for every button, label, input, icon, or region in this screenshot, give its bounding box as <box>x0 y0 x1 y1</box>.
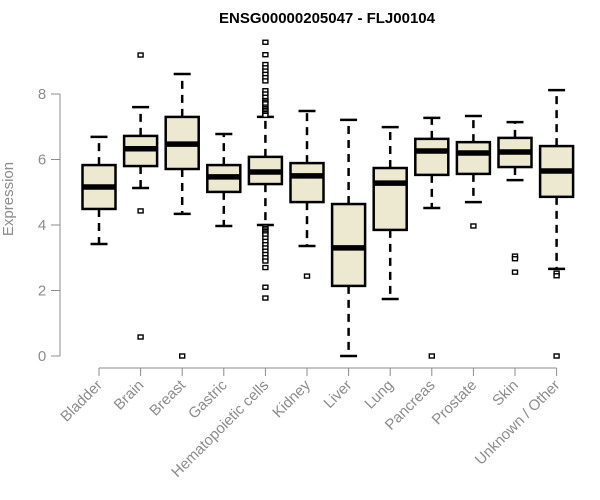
outlier-point <box>262 258 269 264</box>
outlier-point <box>511 256 519 262</box>
outlier-point <box>137 334 144 340</box>
outlier-point <box>553 273 560 279</box>
iqr-box <box>455 140 492 176</box>
iqr-box <box>414 137 450 177</box>
outlier-point <box>470 223 477 229</box>
chart-title: ENSG00000205047 - FLJ00104 <box>219 10 436 27</box>
box-lung <box>372 125 408 301</box>
box-prostate <box>455 114 492 229</box>
outlier-point <box>262 284 269 290</box>
box-unknown-other <box>538 88 575 359</box>
outlier-point <box>428 353 435 359</box>
outlier-point <box>178 353 186 359</box>
x-tick-label: Breast <box>146 376 189 419</box>
x-tick-label: Liver <box>320 377 355 412</box>
y-tick-label: 6 <box>38 152 46 169</box>
box-liver <box>330 118 367 358</box>
box-bladder <box>81 135 117 246</box>
iqr-box <box>372 166 408 232</box>
outlier-point <box>137 208 144 214</box>
outlier-point <box>553 353 560 359</box>
box-gastric <box>206 132 242 228</box>
iqr-box <box>330 202 367 288</box>
box-skin <box>497 120 533 275</box>
outlier-point <box>262 264 269 271</box>
x-tick-label: Bladder <box>57 377 106 426</box>
outlier-point <box>511 269 519 275</box>
box-breast <box>164 72 200 359</box>
y-axis: 0 2 4 6 8 <box>38 86 61 365</box>
y-tick-label: 2 <box>38 283 46 300</box>
box-hematopoietic-cells <box>247 39 284 301</box>
boxes <box>81 39 575 359</box>
x-tick-label: Prostate <box>429 377 481 429</box>
box-brain <box>122 52 159 340</box>
outlier-point <box>262 52 269 58</box>
y-tick-label: 8 <box>38 86 46 103</box>
x-tick-label: Brain <box>111 377 148 414</box>
y-tick-label: 0 <box>38 348 46 365</box>
outlier-point <box>262 78 269 84</box>
outlier-point <box>262 295 269 301</box>
iqr-box <box>289 161 325 204</box>
x-tick-label: Kidney <box>269 376 314 421</box>
x-tick-label: Skin <box>489 377 522 410</box>
box-kidney <box>289 109 325 279</box>
outlier-point <box>137 52 144 58</box>
outlier-point <box>262 39 269 45</box>
box-pancreas <box>414 116 450 359</box>
x-tick-label: Lung <box>361 377 397 413</box>
y-tick-label: 4 <box>38 217 46 234</box>
outlier-point <box>262 112 269 118</box>
outlier-point <box>303 273 311 279</box>
y-axis-label: Expression <box>0 162 17 236</box>
